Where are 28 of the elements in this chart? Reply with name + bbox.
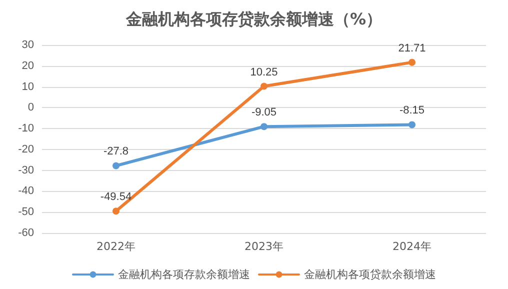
data-label: -8.15 <box>399 104 425 117</box>
point <box>408 58 416 66</box>
y-tick-label: -20 <box>18 143 34 156</box>
data-label: -49.54 <box>100 191 132 204</box>
y-tick-label: -10 <box>18 122 34 135</box>
data-label: -27.8 <box>103 146 129 158</box>
y-tick-label: 0 <box>28 102 34 114</box>
x-tick-label: 2022年 <box>96 240 136 253</box>
y-tick-label: 10 <box>22 80 34 93</box>
point <box>112 162 120 170</box>
y-tick-label: 20 <box>22 60 34 72</box>
y-tick-label: -40 <box>18 185 34 198</box>
chart-title: 金融机构各项存贷款余额增速（%） <box>124 10 382 28</box>
y-tick-label: -30 <box>18 164 34 176</box>
point <box>260 123 268 130</box>
data-label: 21.71 <box>398 42 426 54</box>
y-tick-label: -60 <box>18 227 34 239</box>
x-tick-label: 2024年 <box>392 240 432 253</box>
y-tick-label: 30 <box>22 39 34 51</box>
x-tick-label: 2023年 <box>244 240 284 253</box>
legend-label: 金融机构各项存款余额增速 <box>118 268 250 281</box>
point <box>260 82 268 90</box>
data-label: -9.05 <box>251 106 277 119</box>
data-label: 10.25 <box>250 66 278 78</box>
y-tick-label: -50 <box>18 206 34 218</box>
point <box>112 208 120 215</box>
legend-label: 金融机构各项贷款余额增速 <box>304 268 436 281</box>
point <box>408 121 416 128</box>
